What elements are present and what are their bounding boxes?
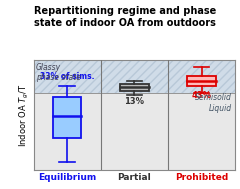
Bar — [34, 93, 235, 170]
Text: Glassy
phase state: Glassy phase state — [36, 63, 80, 82]
Text: 33% of sims.: 33% of sims. — [40, 72, 95, 81]
Bar — [34, 60, 235, 93]
Text: 43%: 43% — [192, 91, 212, 100]
Y-axis label: Indoor OA $T_g$/T: Indoor OA $T_g$/T — [18, 84, 31, 147]
Text: 13%: 13% — [124, 97, 144, 106]
Bar — [53, 97, 81, 138]
Bar — [120, 84, 149, 91]
Bar — [187, 76, 216, 86]
Text: Repartitioning regime and phase
state of indoor OA from outdoors: Repartitioning regime and phase state of… — [34, 6, 216, 28]
Text: Semisolid
Liquid: Semisolid Liquid — [195, 93, 232, 113]
